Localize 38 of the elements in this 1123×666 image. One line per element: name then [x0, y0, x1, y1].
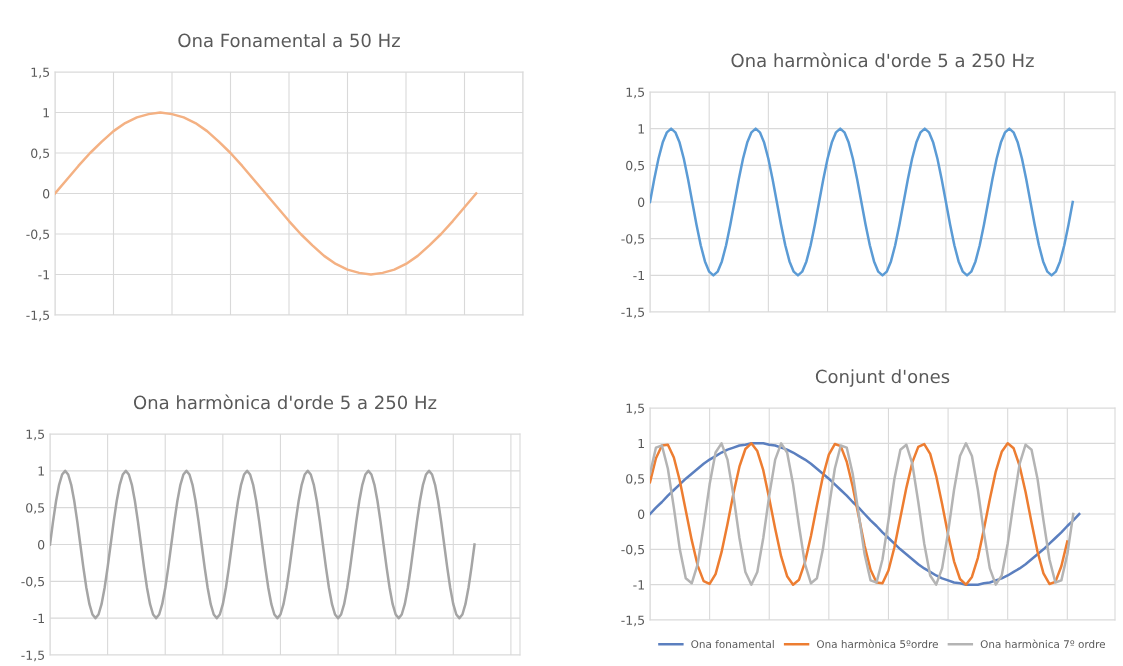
- y-tick-label: 1,5: [626, 403, 645, 415]
- y-tick-label: 1: [638, 124, 644, 134]
- y-tick-label: 0,5: [26, 503, 45, 514]
- y-tick-label: -1: [38, 270, 49, 280]
- chart-title: Ona harmònica d'orde 5 a 250 Hz: [133, 394, 437, 410]
- y-tick-label: 0,5: [31, 148, 50, 160]
- y-tick-label: -1: [633, 270, 644, 281]
- y-tick-label: -0,5: [21, 576, 45, 588]
- y-tick-label: 0: [38, 539, 45, 550]
- legend-label: Ona fonamental: [691, 639, 774, 649]
- y-tick-label: -0,5: [621, 234, 645, 245]
- y-tick-label: 0,5: [626, 474, 645, 485]
- y-tick-label: -1: [33, 613, 44, 623]
- y-tick-label: 1: [43, 108, 49, 118]
- legend-label: Ona harmònica 7º ordre: [980, 639, 1106, 649]
- y-tick-label: -0,5: [26, 229, 50, 241]
- y-tick-label: 1,5: [626, 87, 645, 99]
- y-tick-label: -1: [633, 580, 644, 590]
- y-tick-label: 1: [38, 466, 44, 476]
- y-tick-label: 1: [638, 438, 644, 449]
- y-tick-label: 1,5: [26, 429, 45, 441]
- y-tick-label: -1,5: [26, 310, 50, 322]
- legend-label: Ona harmònica 5ºordre: [816, 639, 938, 649]
- y-tick-label: 0: [43, 188, 50, 199]
- chart-title: Conjunt d'ones: [815, 369, 950, 387]
- y-tick-label: 0,5: [626, 160, 645, 172]
- y-tick-label: -1,5: [21, 650, 45, 662]
- y-tick-label: -1,5: [621, 615, 645, 627]
- line-series: [55, 111, 478, 276]
- y-tick-label: 1,5: [31, 67, 50, 79]
- y-tick-label: -0,5: [621, 544, 645, 556]
- line-series: [650, 127, 1074, 277]
- y-tick-label: 0: [638, 197, 645, 207]
- line-series: [50, 469, 476, 620]
- y-tick-label: 0: [638, 509, 645, 519]
- chart-title: Ona Fonamental a 50 Hz: [178, 33, 400, 48]
- y-tick-label: -1,5: [621, 307, 645, 319]
- chart-title: Ona harmònica d'orde 5 a 250 Hz: [731, 52, 1034, 68]
